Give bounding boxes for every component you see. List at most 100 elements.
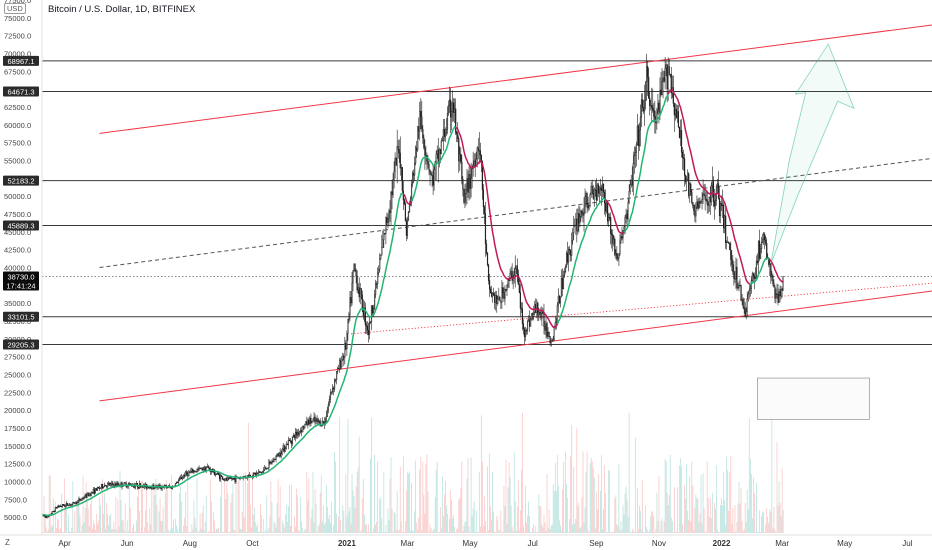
- volume-bar: [239, 528, 241, 533]
- projection-arrow-layer: [770, 43, 855, 265]
- candle-body: [584, 196, 586, 213]
- candle-body: [327, 403, 329, 411]
- volume-bar: [679, 465, 680, 533]
- volume-bar: [236, 532, 238, 533]
- candle-body: [360, 288, 362, 296]
- candle-body: [379, 258, 381, 270]
- volume-bar: [776, 441, 778, 533]
- volume-bar: [335, 461, 336, 533]
- volume-bar: [235, 484, 237, 533]
- x-tick-label: Mar: [401, 539, 415, 548]
- candle-body: [678, 126, 681, 138]
- candle-body: [438, 149, 440, 164]
- volume-bar: [461, 461, 463, 533]
- volume-bar: [372, 532, 373, 533]
- volume-bar: [232, 483, 234, 533]
- candle-body: [322, 420, 324, 424]
- volume-bar: [185, 491, 187, 533]
- candle-body: [695, 206, 697, 217]
- volume-bar: [183, 525, 185, 533]
- volume-bar: [149, 508, 151, 533]
- candle-body: [700, 201, 702, 204]
- scale-mode-button[interactable]: Z: [5, 538, 10, 547]
- candle-body: [456, 132, 458, 135]
- volume-bar: [619, 530, 621, 533]
- candle-body: [613, 238, 615, 244]
- candle-body: [732, 264, 734, 272]
- volume-bar: [634, 437, 636, 533]
- candle-body: [564, 266, 567, 272]
- volume-bar: [750, 473, 752, 533]
- candle-body: [647, 66, 649, 78]
- volume-bar: [615, 495, 617, 533]
- candle-body: [583, 212, 585, 216]
- candle-body: [343, 355, 345, 358]
- candle-body: [57, 506, 60, 508]
- volume-bar: [583, 522, 585, 533]
- candle-body: [541, 310, 543, 319]
- time-axis[interactable]: Apr Jun Aug Oct 2021 Mar May Jul Sep Nov 2022 Mar Ma…: [0, 534, 932, 550]
- volume-bar: [260, 503, 262, 533]
- candle-body: [104, 484, 106, 488]
- candle-body: [471, 168, 473, 179]
- volume-bar: [102, 479, 103, 533]
- volume-bar: [231, 493, 233, 533]
- candle-body: [281, 448, 283, 455]
- candle-body: [530, 318, 532, 327]
- volume-bar: [566, 483, 567, 533]
- candle-body: [509, 273, 511, 281]
- candle-body: [654, 116, 656, 122]
- candle-body: [286, 443, 288, 446]
- candles: [41, 53, 784, 519]
- volume-bar: [759, 510, 760, 533]
- candle-body: [383, 233, 385, 240]
- candle-body: [558, 296, 560, 304]
- volume-bar: [158, 511, 160, 533]
- volume-bar: [257, 523, 258, 533]
- volume-bar: [177, 529, 178, 533]
- volume-bar: [201, 512, 203, 533]
- candle-body: [389, 210, 391, 213]
- volume-bar: [214, 520, 215, 533]
- volume-bar: [737, 503, 739, 533]
- volume-bar: [606, 532, 607, 533]
- volume-bar: [554, 462, 556, 533]
- volume-bar: [166, 489, 168, 533]
- candle-body: [107, 483, 109, 487]
- level-badge: [3, 175, 39, 186]
- volume-bar: [340, 519, 342, 533]
- x-tick-label: Sep: [589, 539, 604, 548]
- volume-bar: [341, 532, 343, 533]
- volume-bar: [751, 518, 753, 533]
- volume-bar: [673, 487, 675, 533]
- volume-bar: [339, 416, 341, 533]
- volume-bar: [590, 457, 592, 533]
- candle-body: [685, 175, 687, 182]
- y-tick-label: 75000.0: [4, 14, 31, 23]
- volume-bar: [618, 464, 620, 533]
- candle-body: [608, 217, 610, 222]
- candle-body: [729, 243, 731, 251]
- candle-body: [598, 189, 600, 194]
- candle-body: [392, 179, 394, 195]
- candle-body: [219, 474, 221, 480]
- candle-body: [365, 324, 367, 327]
- candle-body: [750, 280, 752, 289]
- candle-body: [532, 313, 534, 315]
- volume-bar: [779, 502, 781, 533]
- candle-body: [82, 497, 84, 500]
- trendline-dotted: [350, 282, 932, 335]
- volume-bar: [429, 524, 431, 533]
- volume-bar: [496, 516, 498, 533]
- level-badge: [3, 220, 39, 231]
- currency-label[interactable]: USD: [4, 3, 26, 14]
- candle-body: [106, 485, 108, 487]
- volume-bar: [129, 507, 131, 533]
- volume-bar: [730, 456, 732, 533]
- time-axis-bg: [0, 535, 932, 550]
- candle-body: [588, 205, 590, 209]
- volume-bar: [746, 489, 748, 533]
- candle-body: [585, 193, 587, 198]
- volume-bar: [643, 532, 644, 533]
